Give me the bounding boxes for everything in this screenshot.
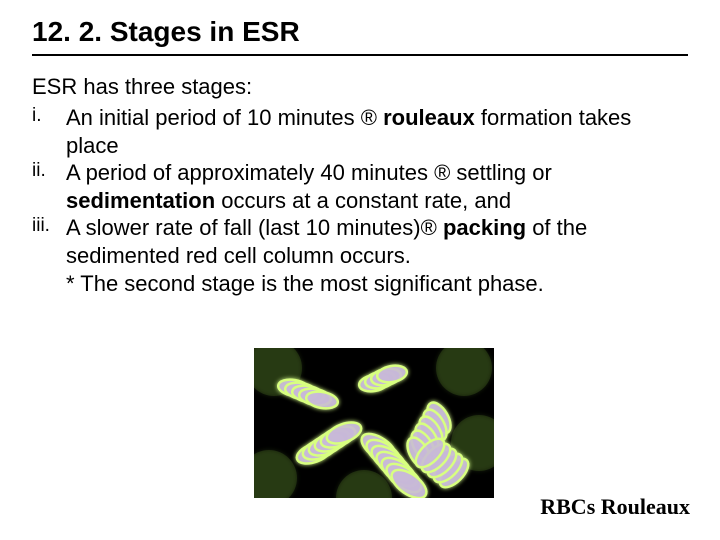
footnote: * The second stage is the most significa…: [32, 271, 688, 297]
list-marker: ii.: [32, 159, 46, 183]
list-text: An initial period of 10 minutes: [66, 105, 361, 130]
list-text: A slower rate of fall (last 10 minutes): [66, 215, 421, 240]
list-item: i. An initial period of 10 minutes ® rou…: [32, 104, 688, 159]
slide: 12. 2. Stages in ESR ESR has three stage…: [0, 0, 720, 540]
list-bold: rouleaux: [383, 105, 475, 130]
list-bold: sedimentation: [66, 188, 215, 213]
arrow-icon: ®: [361, 105, 377, 130]
rouleaux-svg: [254, 348, 494, 498]
stages-list: i. An initial period of 10 minutes ® rou…: [32, 104, 688, 269]
list-item: ii. A period of approximately 40 minutes…: [32, 159, 688, 214]
slide-title: 12. 2. Stages in ESR: [32, 16, 688, 48]
list-item: iii. A slower rate of fall (last 10 minu…: [32, 214, 688, 269]
list-marker: iii.: [32, 214, 50, 238]
arrow-icon: ®: [434, 160, 450, 185]
list-marker: i.: [32, 104, 42, 128]
title-rule: [32, 54, 688, 56]
rouleaux-image: [254, 348, 494, 498]
list-text: occurs at a constant rate, and: [215, 188, 511, 213]
list-bold: packing: [443, 215, 526, 240]
intro-text: ESR has three stages:: [32, 74, 688, 100]
list-text: settling or: [450, 160, 552, 185]
list-text: A period of approximately 40 minutes: [66, 160, 434, 185]
arrow-icon: ®: [421, 215, 437, 240]
image-caption: RBCs Rouleaux: [540, 494, 690, 520]
